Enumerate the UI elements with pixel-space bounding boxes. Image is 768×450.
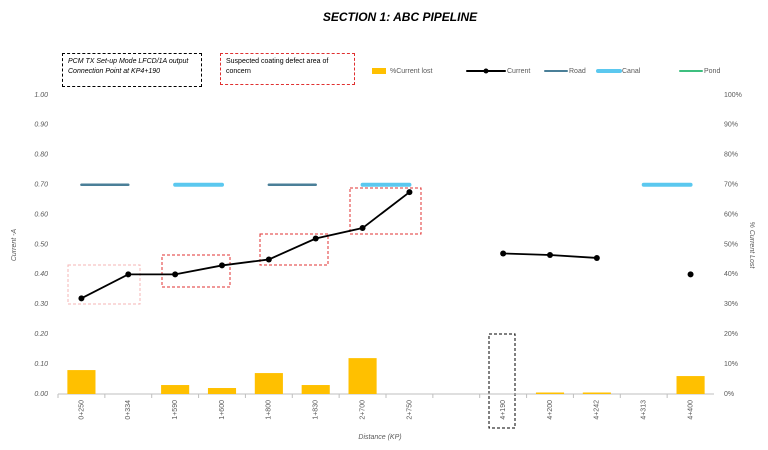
bar [67,370,96,394]
x-tick-label: 1+800 [266,400,273,420]
y2-tick-label: 40% [724,271,738,278]
legend-label: Current [507,68,530,75]
point [172,271,179,278]
y2-tick-label: 0% [724,391,734,398]
y2-tick-label: 60% [724,211,738,218]
point [312,235,319,242]
defect-box [349,187,422,235]
x-tick-label: 0+250 [78,400,85,420]
legend-label: Pond [704,68,720,75]
line [81,192,690,298]
point [547,251,553,258]
defect-box [67,264,141,305]
y-tick-label: 0.10 [34,361,48,368]
bar [535,392,565,394]
bar [301,385,330,394]
y-tick-label: 0.60 [34,211,48,218]
x-tick-label: 4+200 [547,400,554,420]
point [125,271,132,278]
point [78,295,85,302]
legend-label: %Current lost [390,68,432,75]
y-tick-label: 1.00 [34,92,48,99]
y-tick-label: 0.00 [34,391,48,398]
x-tick-label: 1+830 [313,400,320,420]
legend-swatch [372,68,386,74]
point [219,262,225,269]
y2-tick-label: 90% [724,122,738,129]
bar [582,392,611,394]
bar [161,385,190,394]
point [406,189,413,196]
x-tick-label: 0+334 [125,400,132,420]
bar [254,373,283,394]
tx-box [488,333,516,429]
x-tick-label: 4+313 [641,400,648,420]
legend-marker [483,68,489,74]
defect-box [259,233,329,266]
x-tick-label: 4+400 [687,400,694,420]
y-tick-label: 0.50 [34,241,48,248]
y-tick-label: 0.80 [34,152,48,159]
point [359,225,366,232]
y-axis-label: Current -A [11,229,18,262]
legend-label: Canal [622,68,641,75]
bar [207,388,237,394]
bar [676,376,705,394]
x-tick-label: 1+590 [172,400,179,420]
point [265,256,272,263]
chart-title: SECTION 1: ABC PIPELINE [323,10,478,24]
x-tick-label: 2+750 [406,400,413,420]
y2-tick-label: 80% [724,152,738,159]
point [593,254,600,261]
bar [348,358,377,394]
point [687,271,694,278]
y2-tick-label: 10% [724,361,738,368]
x-tick-label: 1+600 [219,400,226,420]
y2-tick-label: 100% [724,92,742,99]
annotation: Suspected coating defect area of concern [220,53,355,85]
y2-axis-label: % Current Lost [748,222,755,270]
y-tick-label: 0.70 [34,182,48,189]
x-tick-label: 4+190 [500,400,507,420]
y-tick-label: 0.40 [34,271,48,278]
defect-boxes [67,187,516,429]
annotation: PCM TX Set-up Mode LFCD/1A output Connec… [62,53,202,87]
y-tick-label: 0.90 [34,122,48,129]
y2-tick-label: 30% [724,301,738,308]
point [500,250,507,257]
y2-tick-label: 70% [724,182,738,189]
x-tick-label: 2+700 [359,400,366,420]
x-tick-label: 4+242 [594,400,601,420]
y2-tick-label: 20% [724,331,738,338]
y2-tick-label: 50% [724,241,738,248]
x-axis-label: Distance (KP) [358,434,401,441]
y-tick-label: 0.30 [34,301,48,308]
y-tick-label: 0.20 [34,331,48,338]
legend-label: Road [569,68,586,75]
